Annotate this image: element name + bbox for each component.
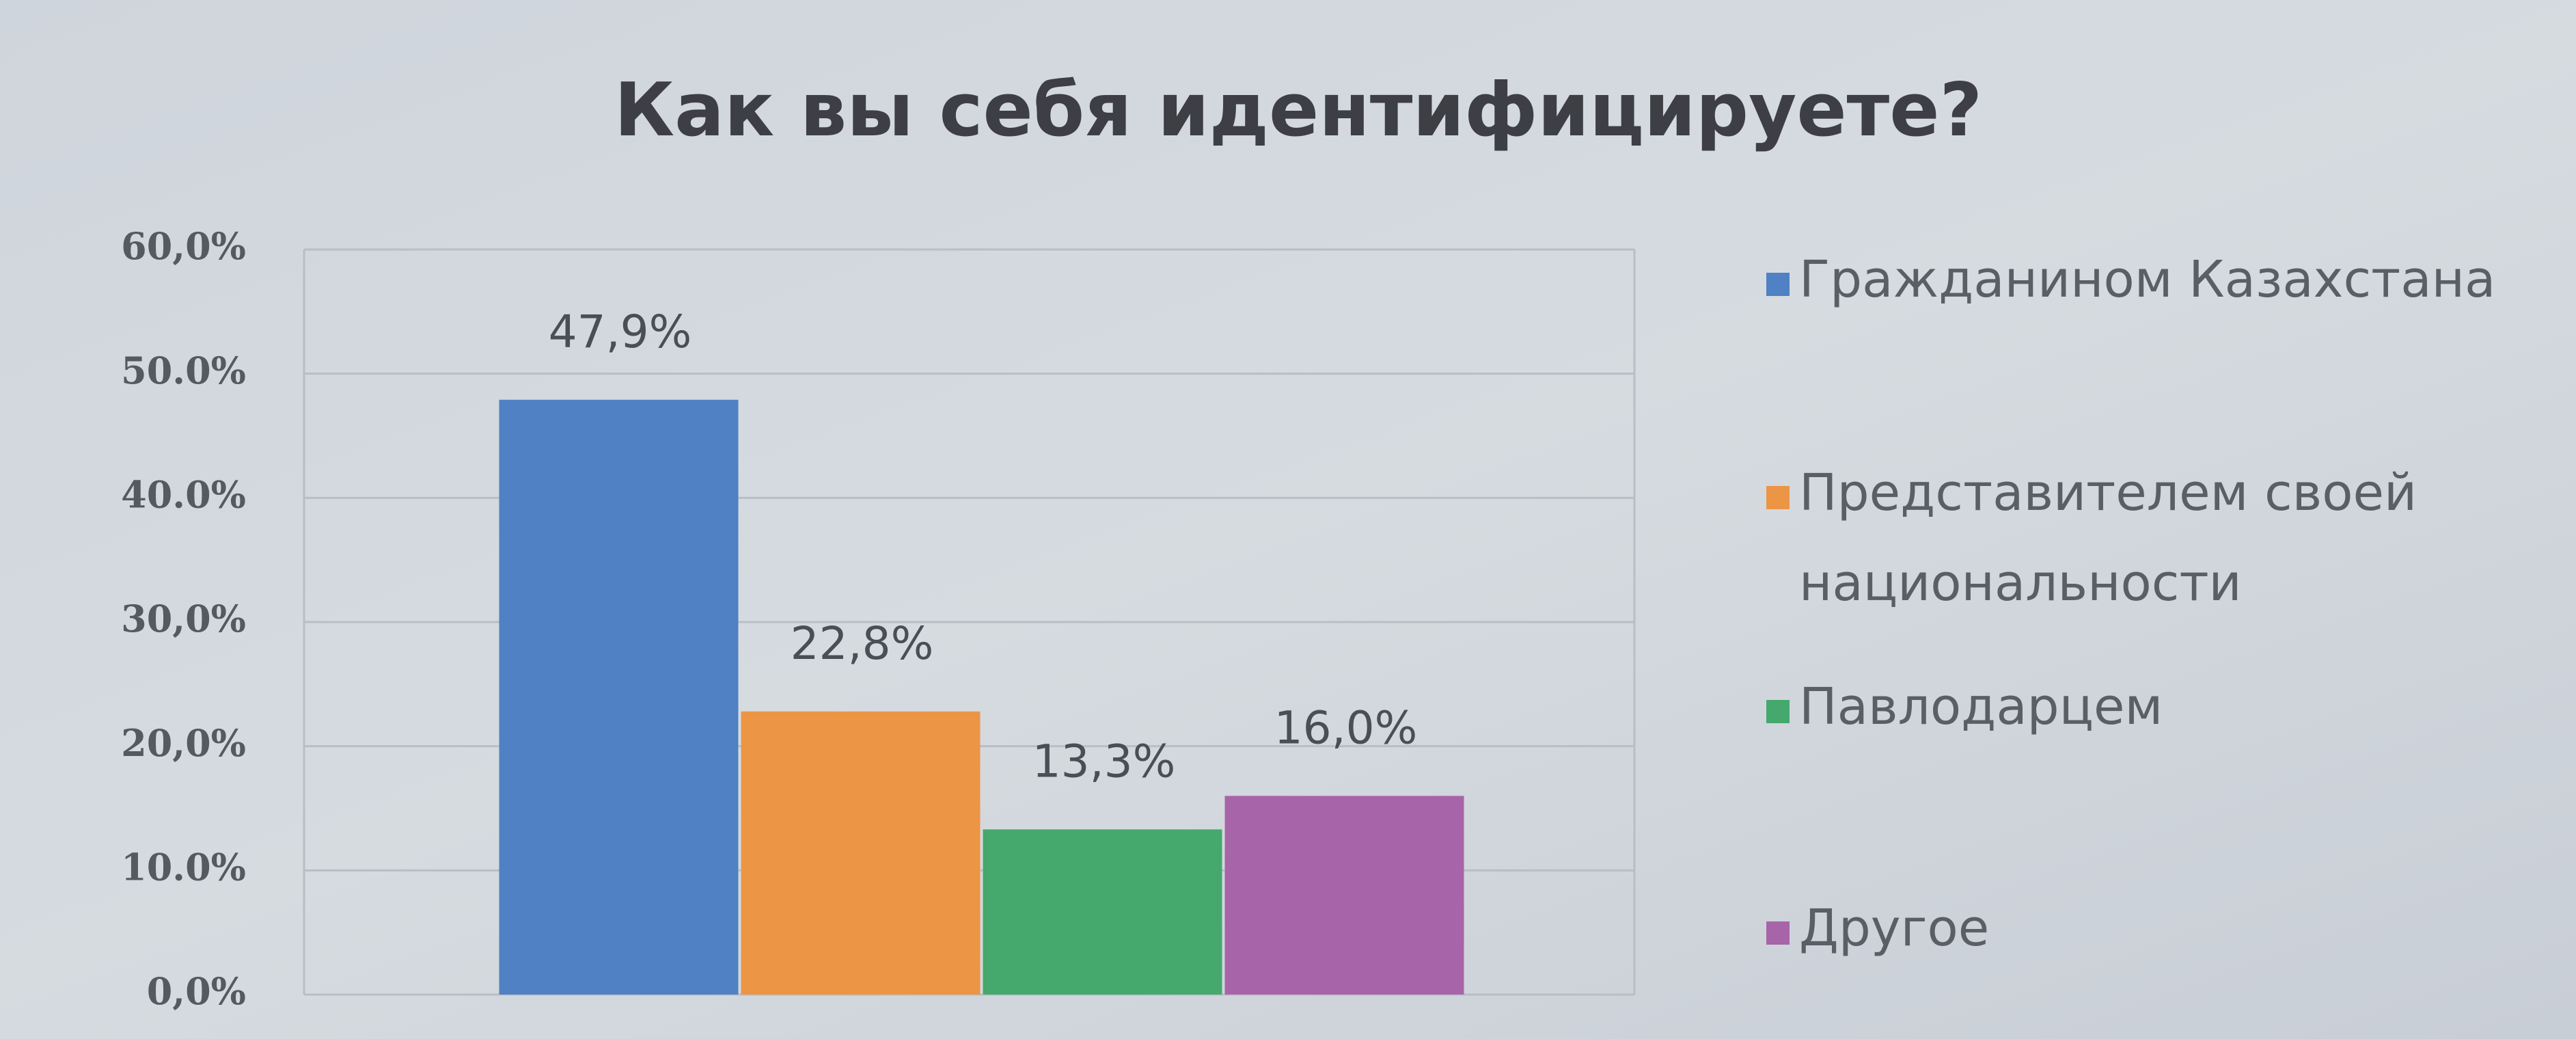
y-tick-label: 40.0% bbox=[121, 472, 246, 516]
data-label: 47,9% bbox=[549, 306, 692, 358]
y-tick-label: 0,0% bbox=[147, 969, 246, 1013]
data-label: 22,8% bbox=[791, 617, 934, 670]
legend-label: Гражданином Казахстана bbox=[1799, 250, 2496, 309]
legend-label: Павлодарцем bbox=[1799, 677, 2163, 736]
bar bbox=[983, 829, 1222, 995]
legend-label: Представителем своей национальности bbox=[1799, 463, 2417, 612]
legend-swatch bbox=[1766, 486, 1790, 509]
legend-item: Другое bbox=[1766, 899, 2518, 973]
data-label: 13,3% bbox=[1032, 735, 1176, 787]
y-tick-label: 50.0% bbox=[121, 349, 246, 392]
legend-item: Гражданином Казахстана bbox=[1766, 250, 2518, 325]
y-tick-label: 10.0% bbox=[121, 845, 246, 889]
y-tick-label: 60,0% bbox=[121, 224, 246, 268]
legend-swatch bbox=[1766, 273, 1790, 296]
legend-label: Другое bbox=[1799, 899, 1990, 958]
y-tick-label: 30,0% bbox=[121, 597, 246, 640]
data-label: 16,0% bbox=[1274, 701, 1418, 754]
legend-swatch bbox=[1766, 700, 1790, 723]
bar bbox=[741, 711, 981, 995]
y-tick-label: 20,0% bbox=[121, 721, 246, 765]
legend-item: Павлодарцем bbox=[1766, 677, 2518, 752]
bar bbox=[1224, 796, 1464, 995]
chart-title: Как вы себя идентифицируете? bbox=[614, 68, 1982, 153]
legend-item: Представителем своей национальности bbox=[1766, 463, 2518, 628]
bar bbox=[499, 399, 739, 995]
legend-swatch bbox=[1766, 921, 1790, 945]
